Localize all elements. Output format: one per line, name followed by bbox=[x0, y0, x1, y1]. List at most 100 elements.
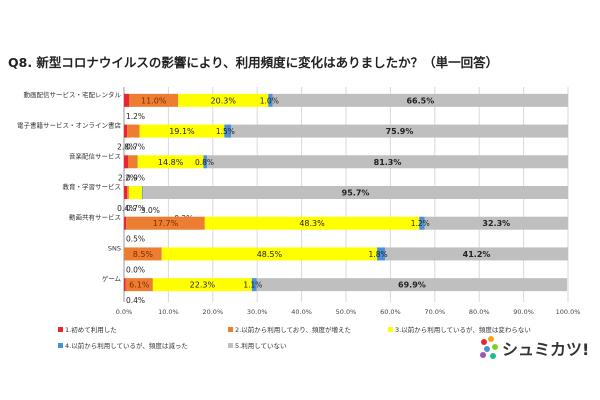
bar-segment bbox=[377, 247, 386, 261]
bar-segment bbox=[129, 93, 179, 107]
data-label: 1.0% bbox=[260, 96, 279, 105]
legend-swatch bbox=[58, 327, 63, 332]
data-label: 1.8% bbox=[369, 250, 388, 259]
x-tick-label: 50.0% bbox=[336, 308, 357, 316]
data-label: 8.5% bbox=[133, 250, 154, 259]
x-tick-label: 30.0% bbox=[247, 308, 268, 316]
data-label: 69.9% bbox=[398, 281, 426, 290]
category-label: SNS bbox=[108, 244, 121, 252]
bar-segment bbox=[152, 278, 252, 292]
bar-segment bbox=[272, 93, 568, 107]
legend-entry: 2.以前から利用しており、頻度が増えた bbox=[235, 325, 351, 334]
bar-segment bbox=[124, 93, 130, 107]
data-label: 0.4% bbox=[126, 296, 145, 305]
bar-segment bbox=[126, 216, 205, 230]
x-tick-label: 90.0% bbox=[513, 308, 534, 316]
legend-swatch bbox=[228, 327, 233, 332]
bar-segment bbox=[127, 155, 138, 169]
legend-entry: 5.利用していない bbox=[235, 341, 287, 350]
x-tick-label: 20.0% bbox=[202, 308, 223, 316]
data-label: 11.0% bbox=[141, 96, 167, 105]
bar-segment bbox=[128, 186, 143, 199]
brand-text: シュミカツ! bbox=[502, 340, 588, 359]
category-label: 電子書籍サービス・オンライン書店 bbox=[17, 121, 122, 130]
data-label: 0.4% bbox=[117, 204, 136, 213]
data-label: 1.5% bbox=[216, 127, 235, 136]
data-label: 2.2% bbox=[118, 173, 137, 182]
category-label: 動画共有サービス bbox=[69, 213, 121, 222]
data-label: 75.9% bbox=[386, 127, 414, 136]
bar-segment bbox=[256, 278, 568, 292]
x-tick-label: 40.0% bbox=[291, 308, 312, 316]
legend-entry: 1.初めて利用した bbox=[65, 325, 117, 334]
bar-segment bbox=[139, 124, 225, 138]
bar-segment bbox=[143, 186, 569, 199]
data-label: 1.1% bbox=[243, 281, 262, 290]
bar-segment bbox=[124, 247, 162, 261]
x-tick-label: 60.0% bbox=[380, 308, 401, 316]
bar-segment bbox=[127, 186, 129, 199]
x-tick-label: 80.0% bbox=[469, 308, 490, 316]
bar-segment bbox=[224, 124, 232, 138]
x-tick-label: 100.0% bbox=[556, 308, 581, 316]
bar-segment bbox=[124, 124, 128, 138]
category-label: ゲーム bbox=[102, 274, 122, 283]
data-label: 1.2% bbox=[126, 112, 145, 121]
bar-segment bbox=[207, 155, 568, 169]
data-label: 2.8% bbox=[117, 143, 136, 152]
bar-segment bbox=[268, 93, 273, 107]
bar-segment bbox=[203, 155, 208, 169]
category-label: 動画配信サービス・宅配レンタル bbox=[24, 90, 122, 99]
bar-segment bbox=[178, 93, 269, 107]
data-label: 0.0% bbox=[126, 265, 145, 274]
bar-segment bbox=[161, 247, 378, 261]
legend-swatch bbox=[228, 343, 233, 348]
data-label: 95.7% bbox=[342, 189, 370, 198]
bar-segment bbox=[137, 155, 204, 169]
legend-entry: 3.以前から利用しているが、頻度は変わらない bbox=[395, 325, 531, 334]
brand-icon: シュミカツ! bbox=[480, 336, 589, 359]
data-label: 48.5% bbox=[257, 250, 283, 259]
data-label: 6.1% bbox=[129, 281, 150, 290]
chart-title: Q8. 新型コロナウイルスの影響により、利用頻度に変化はありましたか？（単一回答… bbox=[8, 55, 499, 70]
data-label: 32.3% bbox=[482, 219, 510, 228]
bar-segment bbox=[385, 247, 568, 261]
bar-segment bbox=[127, 124, 140, 138]
data-label: 81.3% bbox=[374, 158, 402, 167]
data-label: 20.3% bbox=[211, 96, 237, 105]
bar-segment bbox=[231, 124, 568, 138]
bar-segment bbox=[142, 186, 144, 199]
data-label: 17.7% bbox=[153, 219, 179, 228]
category-label: 教育・学習サービス bbox=[63, 182, 122, 191]
data-label: 14.8% bbox=[158, 158, 184, 167]
bar-segment bbox=[124, 278, 126, 292]
bar-segment bbox=[124, 155, 128, 169]
data-label: 48.3% bbox=[299, 219, 325, 228]
data-label: 41.2% bbox=[463, 250, 491, 259]
bar-segment bbox=[251, 278, 257, 292]
x-tick-label: 10.0% bbox=[158, 308, 179, 316]
data-label: 0.7% bbox=[126, 143, 145, 152]
data-label: 22.3% bbox=[190, 281, 216, 290]
legend-swatch bbox=[388, 327, 393, 332]
data-label: 66.5% bbox=[406, 96, 434, 105]
bar-segment bbox=[204, 216, 420, 230]
brand-logo: シュミカツ! bbox=[478, 334, 589, 362]
bar-segment bbox=[419, 216, 425, 230]
bar-segment bbox=[424, 216, 568, 230]
data-label: 19.1% bbox=[169, 127, 195, 136]
data-label: 0.5% bbox=[126, 235, 145, 244]
data-label: 0.7% bbox=[126, 204, 145, 213]
legend-swatch bbox=[58, 343, 63, 348]
x-tick-label: 70.0% bbox=[424, 308, 445, 316]
data-label: 0.8% bbox=[195, 158, 214, 167]
x-tick-label: 0.0% bbox=[116, 308, 133, 316]
category-label: 音楽配信サービス bbox=[69, 151, 121, 160]
bar-segment bbox=[125, 278, 153, 292]
bar-segment bbox=[124, 186, 128, 199]
data-label: 1.2% bbox=[411, 219, 430, 228]
data-label: 0.9% bbox=[126, 173, 145, 182]
bar-segment bbox=[124, 216, 127, 230]
